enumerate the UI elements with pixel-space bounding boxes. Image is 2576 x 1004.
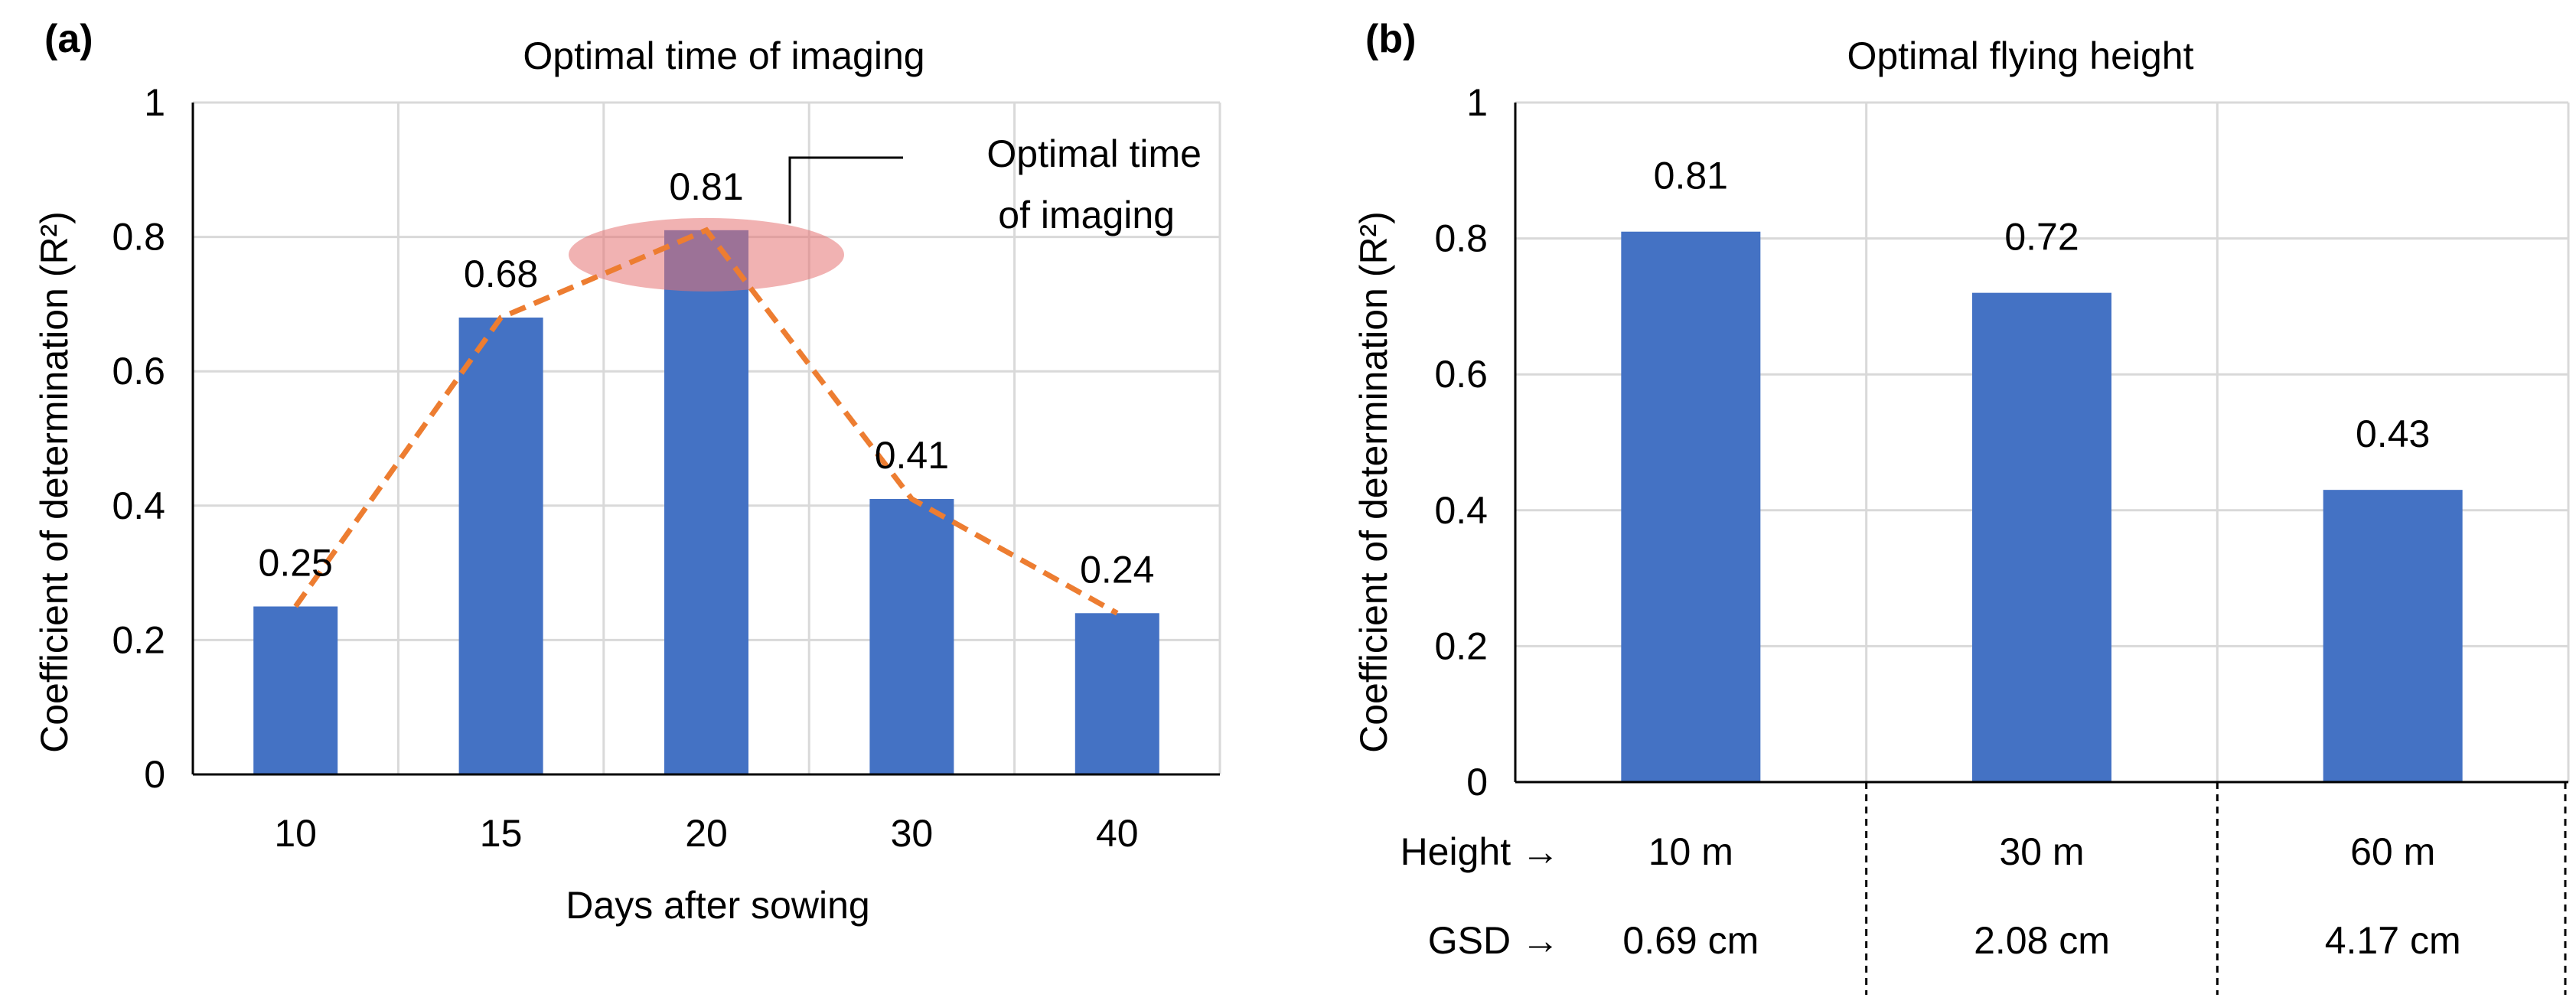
chart-a-highlight [569,217,844,292]
chart-a: (a) Optimal time of imaging 0 0.2 0.4 0.6 0.… [33,17,1221,927]
x-tick-label: 10 [274,812,317,855]
chart-a-annotation: Optimal time of imaging [788,132,1202,236]
y-tick-label: 0.2 [112,618,165,661]
chart-a-title: Optimal time of imaging [523,34,924,77]
chart-b-bars [1621,231,2463,783]
annotation-line-2: of imaging [998,194,1175,236]
x-tick-label: 30 [891,812,934,855]
trend-line [293,227,1119,616]
y-tick-label: 0.2 [1434,624,1488,667]
annotation-leader-line [788,156,903,223]
data-label: 0.43 [2356,412,2430,455]
annotation-line-1: Optimal time [986,132,1202,175]
y-tick-label: 1 [144,81,165,124]
y-tick-label: 0.8 [1434,217,1488,260]
y-tick-label: 0.6 [1434,353,1488,396]
chart-b-y-axis-title: Coefficient of determination (R²) [1352,211,1395,753]
chart-b-axes [1514,103,2568,784]
panel-b-label: (b) [1365,17,1416,61]
chart-a-x-ticks: 10 15 20 30 40 [274,812,1138,855]
bar [1621,231,1761,783]
y-tick-label: 0.4 [112,484,165,527]
data-label: 0.68 [464,253,538,295]
bar [1074,613,1159,774]
chart-a-axes [191,103,1220,776]
chart-b: (b) Optimal flying height 00.20.40.60.81… [1352,17,2570,995]
row-value: 10 m [1648,830,1733,873]
y-tick-label: 1 [1466,81,1488,124]
row-label: Height → [1400,830,1560,873]
bar [2323,490,2463,782]
y-tick-label: 0 [144,753,165,796]
chart-b-title: Optimal flying height [1847,34,2193,77]
chart-a-y-ticks: 0 0.2 0.4 0.6 0.8 1 [112,81,165,796]
chart-a-y-axis-title: Coefficient of determination (R²) [33,211,76,753]
row-label: GSD → [1428,919,1560,962]
y-tick-label: 0 [1466,761,1488,804]
x-tick-label: 40 [1096,812,1139,855]
row-value: 0.69 cm [1622,919,1759,962]
bar [869,499,954,774]
y-tick-label: 0.4 [1434,489,1488,532]
bar [253,606,338,774]
chart-a-data-labels: 0.25 0.68 0.81 0.41 0.24 [259,165,1155,591]
chart-b-category-table: Height → 10 m 30 m 60 m GSD → 0.69 cm 2.08 cm 4… [1400,782,2567,995]
bar [664,230,748,774]
x-tick-label: 15 [480,812,523,855]
data-label: 0.72 [2004,216,2079,259]
y-tick-label: 0.8 [112,216,165,259]
chart-b-data-labels: 0.81 0.72 0.43 [1654,155,2431,455]
chart-a-bars [253,230,1159,775]
data-label: 0.24 [1080,548,1154,591]
row-value: 4.17 cm [2325,919,2461,962]
data-label: 0.81 [669,165,743,208]
panel-a-label: (a) [44,17,93,61]
bar [458,317,543,775]
row-value: 2.08 cm [1974,919,2110,962]
data-label: 0.41 [875,434,949,477]
highlight-ellipse [569,217,844,292]
y-tick-label: 0.6 [112,350,165,393]
chart-b-y-ticks: 0 0.2 0.4 0.6 0.8 1 [1434,81,1488,804]
chart-a-x-axis-title: Days after sowing [566,884,869,927]
row-value: 60 m [2350,830,2435,873]
x-tick-label: 20 [685,812,728,855]
data-label: 0.25 [259,542,333,585]
row-value: 30 m [1999,830,2084,873]
chart-a-trend-line [293,227,1119,616]
data-label: 0.81 [1654,155,1728,197]
bar [1972,292,2111,782]
